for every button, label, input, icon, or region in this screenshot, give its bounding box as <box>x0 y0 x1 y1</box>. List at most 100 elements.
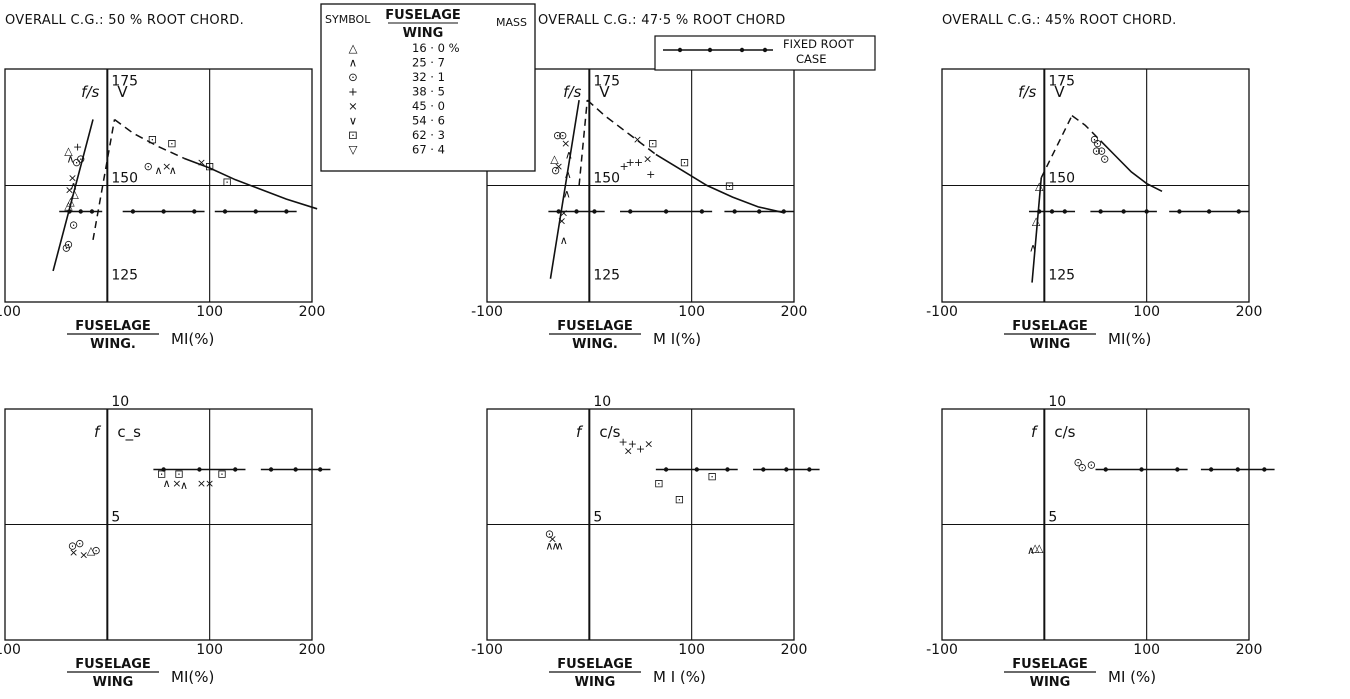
data-point: △ <box>64 199 73 212</box>
x-tick-label: 100 <box>196 304 223 320</box>
data-point: × <box>69 546 78 559</box>
data-point: × <box>557 214 566 227</box>
x-axis-label-bottom: WING <box>1030 337 1071 352</box>
legend-symbol: × <box>348 99 358 113</box>
y-tick-label: 10 <box>111 394 129 410</box>
y-axis-label: f <box>1031 423 1039 441</box>
fixed-root-dot <box>556 209 561 214</box>
fixed-root-dot <box>663 467 669 472</box>
data-point: ⊙ <box>1087 458 1096 471</box>
data-point: ⊙ <box>558 129 567 142</box>
fixed-root-dot <box>1037 209 1042 214</box>
x-tick-label: -100 <box>471 304 503 320</box>
x-axis-label-top: FUSELAGE <box>557 657 633 672</box>
x-axis-label-bottom: WING <box>1030 675 1071 690</box>
fixed-root-dot <box>222 209 228 214</box>
y-axis-label: f/s <box>563 83 581 101</box>
x-tick-label: 200 <box>781 304 808 320</box>
data-point: × <box>79 549 88 562</box>
data-point: ∧ <box>70 180 78 193</box>
data-point: ⊙ <box>75 537 84 550</box>
data-point: ∧ <box>1027 544 1035 557</box>
data-point: × <box>172 477 181 490</box>
y-tick-label: 10 <box>1048 394 1066 410</box>
fixed-root-dot <box>1235 467 1240 472</box>
x-axis-unit: M I (%) <box>653 668 706 686</box>
legend-header-ratio-top: FUSELAGE <box>385 8 461 23</box>
fixed-root-dot <box>293 467 298 472</box>
data-point: △ <box>87 544 96 557</box>
x-tick-label: -100 <box>0 642 21 658</box>
fixed-root-dot <box>694 467 699 472</box>
data-point: △ <box>66 195 75 208</box>
data-point: ⊡ <box>167 137 176 150</box>
x-tick-label: 200 <box>781 642 808 658</box>
fixed-root-dot <box>725 467 730 472</box>
legend-header-ratio-bottom: WING <box>403 26 444 41</box>
data-point: ⊙ <box>62 242 71 255</box>
fixed-root-dot <box>161 209 166 214</box>
data-point: × <box>561 137 570 150</box>
data-point: + <box>634 156 643 169</box>
data-point: × <box>624 445 633 458</box>
y-tick-label: 5 <box>111 510 120 526</box>
fixed-root-dot <box>757 209 762 214</box>
theory-curve-dashed <box>586 99 657 156</box>
fixed-root-dot <box>1049 209 1055 214</box>
data-point: ⊡ <box>174 468 183 481</box>
x-tick-label: 100 <box>678 304 705 320</box>
fixed-root-dot <box>284 209 289 214</box>
x-tick-label: 100 <box>196 642 223 658</box>
y-tick-label: 175 <box>593 73 620 89</box>
fixed-root-sample-dot <box>707 47 713 53</box>
x-tick-label: 100 <box>1133 642 1160 658</box>
fixed-root-dot <box>317 467 323 472</box>
data-point: ⊙ <box>69 218 78 231</box>
theory-curve-solid <box>1100 140 1163 193</box>
data-point: ∧ <box>565 148 573 161</box>
fixed-root-dot <box>663 209 669 214</box>
fixed-root-dot <box>1262 467 1267 472</box>
fixed-root-dot <box>78 209 83 214</box>
chart-title: OVERALL C.G.: 50 % ROOT CHORD. <box>5 13 244 28</box>
data-point: × <box>68 172 77 185</box>
data-point: ⊙ <box>1073 456 1082 469</box>
fixed-root-dot <box>1062 209 1068 214</box>
data-point: ∧ <box>163 477 171 490</box>
y-tick-label: 150 <box>111 171 138 187</box>
y-tick-label: 125 <box>111 268 138 284</box>
data-point: ⊙ <box>551 164 560 177</box>
data-point: ∧ <box>154 164 162 177</box>
data-point: ⊙ <box>553 129 562 142</box>
theory-curve-dashed <box>1071 114 1102 142</box>
data-point: ∧ <box>66 152 74 165</box>
y-tick-label: 150 <box>593 171 620 187</box>
legend-box <box>320 3 536 172</box>
data-point: ⊙ <box>1092 145 1101 158</box>
data-point: ⊡ <box>675 493 684 506</box>
data-point: × <box>633 133 642 146</box>
x-axis-unit: M I(%) <box>653 330 701 348</box>
data-point: ⊙ <box>545 528 554 541</box>
chart-title: OVERALL C.G.: 47·5 % ROOT CHORD <box>538 13 786 28</box>
x-axis-label-top: FUSELAGE <box>75 657 151 672</box>
x-axis-unit: MI(%) <box>171 668 214 686</box>
fixed-root-legend: FIXED ROOT CASE <box>654 35 876 71</box>
y-tick-label: 125 <box>593 268 620 284</box>
fixed-root-dot <box>1208 467 1214 472</box>
data-point: ∧ <box>564 168 572 181</box>
data-point: ⊙ <box>1100 152 1109 165</box>
data-point: × <box>197 477 206 490</box>
theory-curve-solid <box>655 153 784 214</box>
data-point: ∧ <box>563 187 571 200</box>
theory-line-dashed <box>578 99 589 186</box>
data-point: ⊙ <box>64 238 73 251</box>
fixed-root-dot <box>161 467 166 472</box>
data-point: × <box>162 160 171 173</box>
data-point: ∧ <box>169 164 177 177</box>
data-point: ⊙ <box>91 544 100 557</box>
x-tick-label: 100 <box>1133 304 1160 320</box>
data-point: + <box>646 168 655 181</box>
